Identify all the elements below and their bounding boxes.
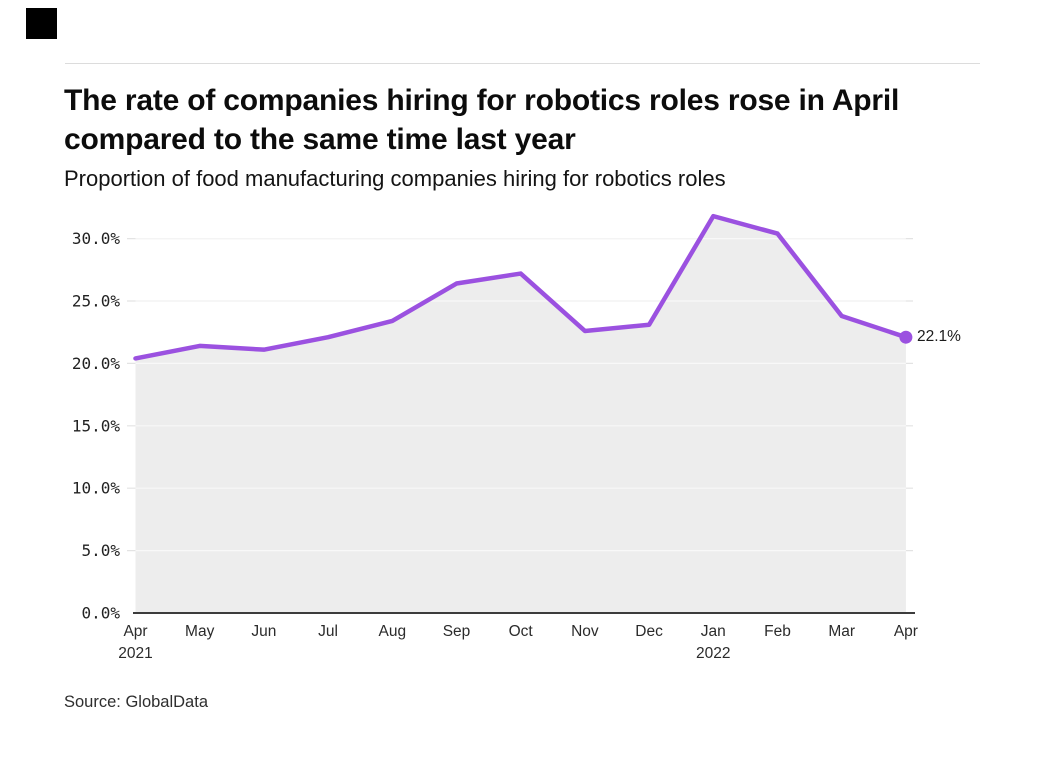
x-tick-label: Dec [635, 623, 663, 640]
x-tick-label: Apr [123, 623, 147, 640]
chart-title: The rate of companies hiring for robotic… [64, 84, 900, 156]
chart-subtitle: Proportion of food manufacturing compani… [64, 166, 726, 191]
x-tick-label: Oct [509, 623, 534, 640]
y-tick-label: 30.0% [72, 229, 121, 248]
x-tick-label: Sep [443, 623, 471, 640]
source-attribution: Source: GlobalData [64, 693, 208, 711]
x-tick-label: Nov [571, 623, 599, 640]
x-tick-label: Mar [828, 623, 855, 640]
x-tick-label: Jul [318, 623, 338, 640]
x-tick-label: Aug [379, 623, 407, 640]
x-tick-label: Jun [251, 623, 276, 640]
x-tick-label: Feb [764, 623, 791, 640]
x-tick-label: Apr [894, 623, 918, 640]
x-tick-year-label: 2022 [696, 645, 730, 662]
area-fill [135, 216, 906, 614]
y-tick-label: 15.0% [72, 416, 121, 435]
y-tick-label: 10.0% [72, 479, 121, 498]
y-tick-label: 25.0% [72, 292, 121, 311]
end-point-marker [899, 330, 913, 344]
x-tick-year-label: 2021 [118, 645, 152, 662]
last-point-value-label: 22.1% [917, 328, 961, 345]
data-line [133, 213, 909, 361]
y-tick-label: 20.0% [72, 354, 121, 373]
y-tick-label: 5.0% [81, 541, 120, 560]
y-tick-label: 0.0% [81, 604, 120, 623]
header-divider [65, 63, 980, 64]
brand-logo-square [26, 8, 57, 39]
x-tick-label: May [185, 623, 215, 640]
x-tick-label: Jan [701, 623, 726, 640]
